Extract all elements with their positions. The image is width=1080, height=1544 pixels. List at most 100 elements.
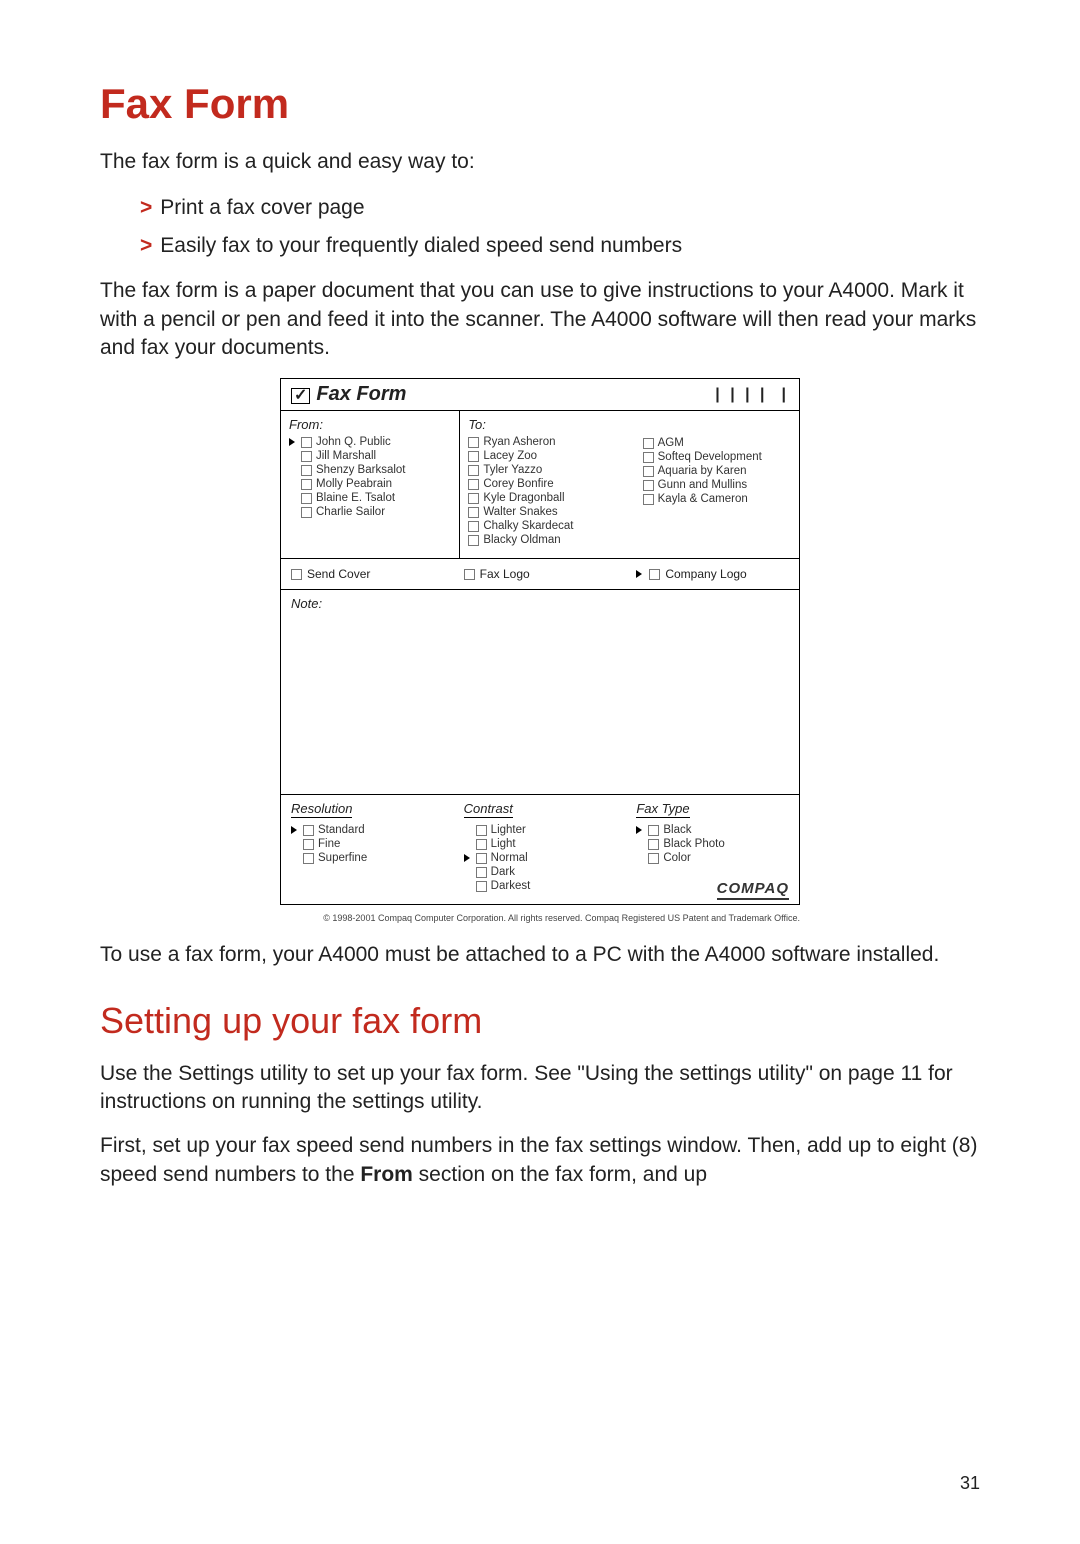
page-title: Fax Form	[100, 80, 980, 128]
from-item: Molly Peabrain	[316, 478, 392, 490]
checkbox-icon	[648, 853, 659, 864]
checkbox-icon	[468, 451, 479, 462]
from-item: Jill Marshall	[316, 450, 376, 462]
from-item: Shenzy Barksalot	[316, 464, 406, 476]
resolution-section: Resolution Standard Fine Superfine	[281, 795, 454, 904]
bold-from: From	[360, 1163, 413, 1186]
fax-form-header: ✓Fax Form | | | ||	[281, 379, 799, 411]
to-item: Corey Bonfire	[483, 478, 553, 490]
paragraph-1: The fax form is a paper document that yo…	[100, 277, 980, 362]
to-item: Blacky Oldman	[483, 534, 560, 546]
bullet-list: >Print a fax cover page >Easily fax to y…	[100, 192, 980, 261]
intro-text: The fax form is a quick and easy way to:	[100, 148, 980, 176]
faxtype-option: Color	[663, 852, 690, 864]
to-item: Ryan Asheron	[483, 436, 555, 448]
faxtype-option: Black	[663, 824, 691, 836]
fax-form-illustration: ✓Fax Form | | | || From: John Q. Public …	[280, 378, 800, 905]
checkbox-icon	[301, 507, 312, 518]
bullet-item: Print a fax cover page	[160, 196, 364, 219]
from-item: John Q. Public	[316, 436, 391, 448]
to-item: Walter Snakes	[483, 506, 557, 518]
chevron-icon: >	[140, 196, 152, 219]
checkbox-icon	[643, 438, 654, 449]
barcode-icon: | | | ||	[715, 386, 789, 404]
checkbox-icon	[464, 569, 475, 580]
checkbox-icon	[301, 437, 312, 448]
checkbox-icon	[648, 839, 659, 850]
options-row: Send Cover Fax Logo Company Logo	[281, 559, 799, 590]
contrast-option: Normal	[491, 852, 528, 864]
checkbox-icon	[468, 507, 479, 518]
contrast-option: Darkest	[491, 880, 531, 892]
resolution-option: Fine	[318, 838, 340, 850]
checkbox-icon	[303, 825, 314, 836]
checkbox-icon	[476, 825, 487, 836]
checkbox-icon	[476, 881, 487, 892]
checkbox-icon	[301, 479, 312, 490]
contrast-option: Lighter	[491, 824, 526, 836]
to-section-1: To: Ryan Asheron Lacey Zoo Tyler Yazzo C…	[460, 411, 634, 558]
to-label: To:	[468, 417, 626, 432]
checkbox-icon	[468, 437, 479, 448]
to-item: Gunn and Mullins	[658, 479, 748, 491]
settings-row: Resolution Standard Fine Superfine Contr…	[281, 795, 799, 904]
copyright-text: © 1998-2001 Compaq Computer Corporation.…	[280, 913, 800, 923]
resolution-label: Resolution	[291, 801, 352, 818]
contrast-option: Dark	[491, 866, 515, 878]
to-item: Tyler Yazzo	[483, 464, 542, 476]
checkbox-icon	[301, 493, 312, 504]
paragraph-4: First, set up your fax speed send number…	[100, 1132, 980, 1189]
checkbox-icon	[301, 465, 312, 476]
to-item: Chalky Skardecat	[483, 520, 573, 532]
to-item: Softeq Development	[658, 451, 762, 463]
to-item: Aquaria by Karen	[658, 465, 747, 477]
checkbox-icon	[643, 452, 654, 463]
note-area: Note:	[281, 590, 799, 795]
checkbox-icon	[303, 839, 314, 850]
contrast-label: Contrast	[464, 801, 513, 818]
to-item: Lacey Zoo	[483, 450, 537, 462]
resolution-option: Superfine	[318, 852, 367, 864]
paragraph-2: To use a fax form, your A4000 must be at…	[100, 941, 980, 969]
from-label: From:	[289, 417, 451, 432]
checkbox-icon	[468, 535, 479, 546]
company-logo-option: Company Logo	[665, 567, 746, 581]
section-title: Setting up your fax form	[100, 1000, 980, 1042]
paragraph-3: Use the Settings utility to set up your …	[100, 1060, 980, 1117]
resolution-option: Standard	[318, 824, 365, 836]
triangle-icon	[464, 854, 470, 862]
to-item: Kyle Dragonball	[483, 492, 564, 504]
to-item: AGM	[658, 437, 684, 449]
checkbox-icon	[649, 569, 660, 580]
checkbox-icon	[301, 451, 312, 462]
fax-form-title: ✓Fax Form	[291, 383, 406, 406]
checkbox-icon	[468, 465, 479, 476]
page-number: 31	[960, 1473, 980, 1494]
faxtype-option: Black Photo	[663, 838, 724, 850]
checkbox-icon	[476, 867, 487, 878]
triangle-icon	[289, 438, 295, 446]
checkbox-icon	[468, 493, 479, 504]
checkbox-icon	[643, 480, 654, 491]
triangle-icon	[291, 826, 297, 834]
fax-logo-option: Fax Logo	[480, 567, 530, 581]
send-cover-option: Send Cover	[307, 567, 370, 581]
checkbox-icon	[468, 521, 479, 532]
checkbox-icon	[643, 494, 654, 505]
checkbox-icon	[468, 479, 479, 490]
triangle-icon	[636, 826, 642, 834]
checkbox-icon	[643, 466, 654, 477]
to-section-2: AGM Softeq Development Aquaria by Karen …	[635, 411, 799, 558]
bullet-item: Easily fax to your frequently dialed spe…	[160, 234, 682, 257]
checkbox-icon	[648, 825, 659, 836]
faxtype-label: Fax Type	[636, 801, 689, 818]
triangle-icon	[636, 570, 642, 578]
checkbox-icon	[291, 569, 302, 580]
from-item: Blaine E. Tsalot	[316, 492, 395, 504]
checkbox-icon	[476, 853, 487, 864]
from-item: Charlie Sailor	[316, 506, 385, 518]
checkbox-icon	[476, 839, 487, 850]
from-section: From: John Q. Public Jill Marshall Shenz…	[281, 411, 460, 558]
compaq-logo: COMPAQ	[717, 880, 789, 900]
checkbox-icon	[303, 853, 314, 864]
